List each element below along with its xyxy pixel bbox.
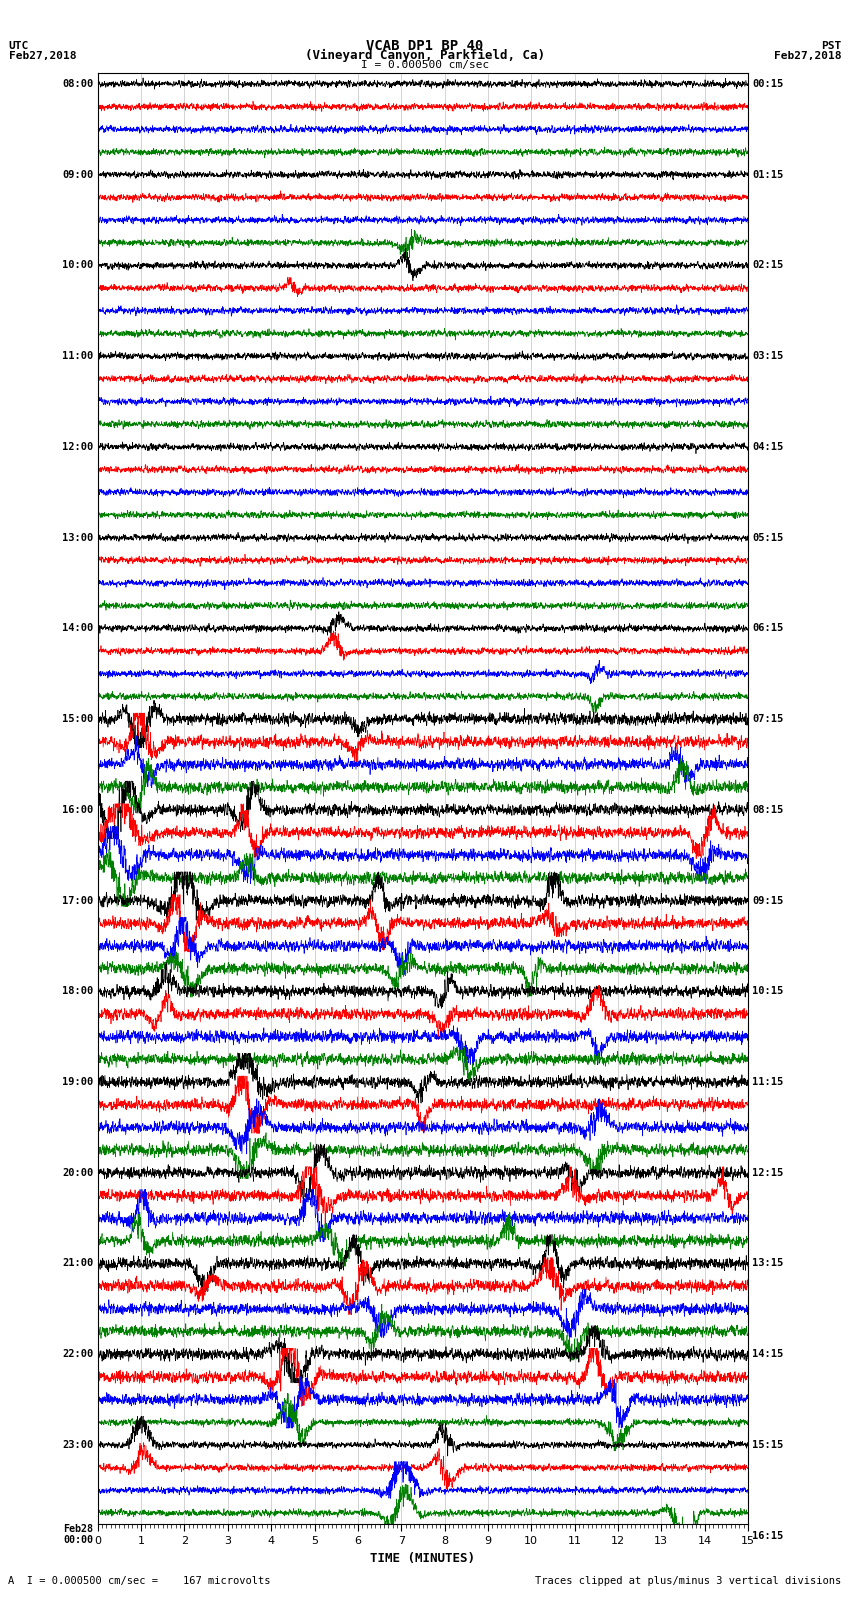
Text: 20:00: 20:00 <box>62 1168 94 1177</box>
Text: 22:00: 22:00 <box>62 1348 94 1360</box>
Text: 10:00: 10:00 <box>62 260 94 271</box>
Text: Feb28: Feb28 <box>64 1524 94 1534</box>
Text: 21:00: 21:00 <box>62 1258 94 1268</box>
Text: 07:15: 07:15 <box>752 715 784 724</box>
Text: 12:15: 12:15 <box>752 1168 784 1177</box>
Text: PST: PST <box>821 40 842 52</box>
Text: 16:15: 16:15 <box>752 1531 784 1540</box>
Text: VCAB DP1 BP 40: VCAB DP1 BP 40 <box>366 39 484 53</box>
Text: Traces clipped at plus/minus 3 vertical divisions: Traces clipped at plus/minus 3 vertical … <box>536 1576 842 1586</box>
Text: 16:00: 16:00 <box>62 805 94 815</box>
Text: 09:00: 09:00 <box>62 169 94 179</box>
Text: 13:15: 13:15 <box>752 1258 784 1268</box>
Text: UTC: UTC <box>8 40 29 52</box>
Text: 14:15: 14:15 <box>752 1348 784 1360</box>
Text: 00:15: 00:15 <box>752 79 784 89</box>
Text: (Vineyard Canyon, Parkfield, Ca): (Vineyard Canyon, Parkfield, Ca) <box>305 48 545 63</box>
Text: 19:00: 19:00 <box>62 1077 94 1087</box>
Text: 00:00: 00:00 <box>64 1536 94 1545</box>
Text: 09:15: 09:15 <box>752 895 784 905</box>
Text: 03:15: 03:15 <box>752 352 784 361</box>
Text: 08:00: 08:00 <box>62 79 94 89</box>
Text: 18:00: 18:00 <box>62 986 94 997</box>
Text: 12:00: 12:00 <box>62 442 94 452</box>
Text: 01:15: 01:15 <box>752 169 784 179</box>
Text: Feb27,2018: Feb27,2018 <box>8 50 76 61</box>
Text: 02:15: 02:15 <box>752 260 784 271</box>
Text: I = 0.000500 cm/sec: I = 0.000500 cm/sec <box>361 60 489 69</box>
Text: 23:00: 23:00 <box>62 1440 94 1450</box>
Text: 04:15: 04:15 <box>752 442 784 452</box>
Text: 06:15: 06:15 <box>752 623 784 634</box>
Text: A  I = 0.000500 cm/sec =    167 microvolts: A I = 0.000500 cm/sec = 167 microvolts <box>8 1576 271 1586</box>
Text: 15:15: 15:15 <box>752 1440 784 1450</box>
Text: 10:15: 10:15 <box>752 986 784 997</box>
Text: 08:15: 08:15 <box>752 805 784 815</box>
Text: Feb27,2018: Feb27,2018 <box>774 50 842 61</box>
Text: 13:00: 13:00 <box>62 532 94 542</box>
Text: 11:15: 11:15 <box>752 1077 784 1087</box>
Text: 14:00: 14:00 <box>62 623 94 634</box>
Text: 05:15: 05:15 <box>752 532 784 542</box>
Text: 15:00: 15:00 <box>62 715 94 724</box>
Text: 11:00: 11:00 <box>62 352 94 361</box>
X-axis label: TIME (MINUTES): TIME (MINUTES) <box>371 1552 475 1565</box>
Text: 17:00: 17:00 <box>62 895 94 905</box>
